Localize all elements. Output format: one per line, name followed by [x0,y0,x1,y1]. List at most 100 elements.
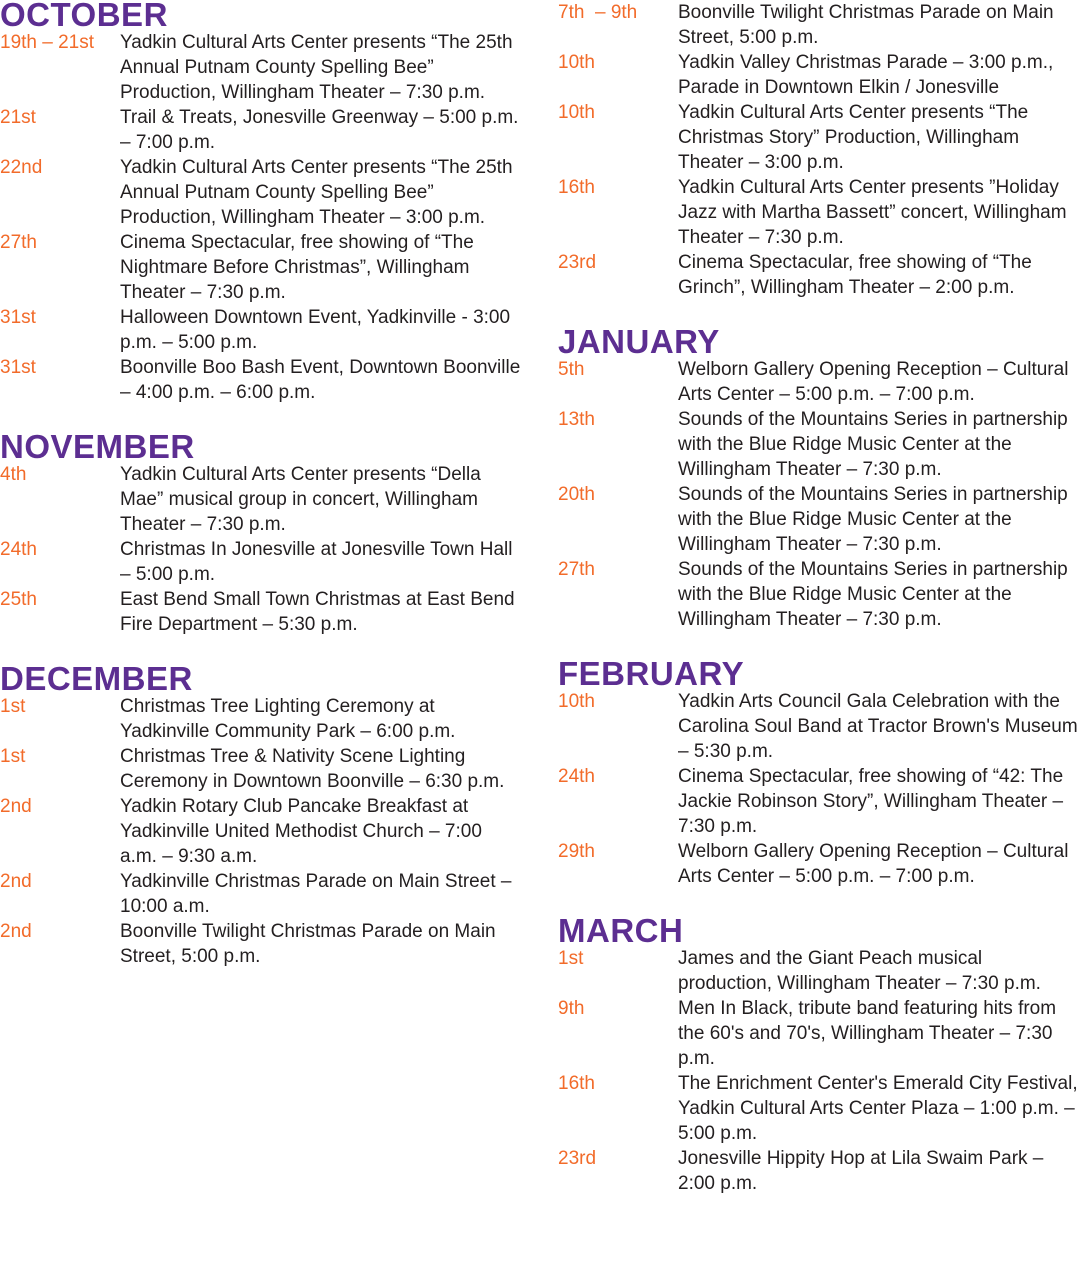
event-date: 29th [558,841,595,862]
event: 29th Welborn Gallery Opening Reception – … [558,839,1080,889]
event: 16th Yadkin Cultural Arts Center presents… [558,175,1080,250]
event-date: 16th [558,177,595,198]
event-date: 7th – 9th [558,2,638,23]
event-text: Halloween Downtown Event, Yadkinville - … [120,307,511,353]
event-text: Jonesville Hippity Hop at Lila Swaim Par… [678,1148,1044,1194]
event: 16th The Enrichment Center's Emerald City… [558,1071,1080,1146]
event-text: Trail & Treats, Jonesville Greenway – 5:… [120,107,519,153]
event: 19th – 21st Yadkin Cultural Arts Center p… [0,30,522,105]
event-text: Yadkin Cultural Arts Center presents “Th… [678,102,1029,173]
event-text: Yadkin Arts Council Gala Celebration wit… [678,691,1078,762]
month-section: JANUARY 5th Welborn Gallery Opening Recept… [558,323,1080,632]
event-date: 24th [558,766,595,787]
event-text: Yadkin Rotary Club Pancake Breakfast at … [120,796,482,867]
event-text: The Enrichment Center's Emerald City Fes… [678,1073,1078,1144]
event: 10th Yadkin Valley Christmas Parade – 3:0… [558,50,1080,100]
event: 27th Sounds of the Mountains Series in pa… [558,557,1080,632]
month-heading: DECEMBER [0,660,193,697]
month-section: DECEMBER 1st Christmas Tree Lighting Cerem… [0,660,522,969]
event-text: Boonville Twilight Christmas Parade on M… [678,2,1054,48]
event: 27th Cinema Spectacular, free showing of … [0,230,522,305]
event-date: 24th [0,539,37,560]
event: 1st James and the Giant Peach musical pro… [558,946,1080,996]
month-heading: NOVEMBER [0,428,195,465]
month-heading: OCTOBER [0,0,168,33]
month-section: 7th – 9th Boonville Twilight Christmas Pa… [558,0,1080,300]
event-date: 10th [558,691,595,712]
event: 22nd Yadkin Cultural Arts Center presents… [0,155,522,230]
event-text: Yadkinville Christmas Parade on Main Str… [120,871,512,917]
event-text: Sounds of the Mountains Series in partne… [678,484,1068,555]
event-text: Cinema Spectacular, free showing of “The… [120,232,474,303]
event: 23rd Cinema Spectacular, free showing of … [558,250,1080,300]
event: 9th Men In Black, tribute band featuring … [558,996,1080,1071]
event-date: 23rd [558,1148,597,1169]
event-text: Welborn Gallery Opening Reception – Cult… [678,841,1069,887]
event-text: Welborn Gallery Opening Reception – Cult… [678,359,1069,405]
event-date: 16th [558,1073,595,1094]
event-date: 5th [558,359,585,380]
event-date: 4th [0,464,27,485]
event: 24th Christmas In Jonesville at Jonesvill… [0,537,522,587]
event-date: 1st [558,948,584,969]
month-heading: JANUARY [558,323,720,360]
event-text: Cinema Spectacular, free showing of “The… [678,252,1032,298]
month-section: FEBRUARY 10th Yadkin Arts Council Gala Cel… [558,655,1080,889]
event-text: East Bend Small Town Christmas at East B… [120,589,515,635]
event-date: 31st [0,307,36,328]
event-text: Yadkin Cultural Arts Center presents ”Ho… [678,177,1067,248]
event-text: Yadkin Cultural Arts Center presents “Th… [120,32,513,103]
event: 23rd Jonesville Hippity Hop at Lila Swaim… [558,1146,1080,1196]
event-text: Cinema Spectacular, free showing of “42:… [678,766,1064,837]
event-date: 10th [558,52,595,73]
event-text: Yadkin Cultural Arts Center presents “De… [120,464,481,535]
event-date: 21st [0,107,36,128]
event-text: James and the Giant Peach musical produc… [678,948,1041,994]
event-date: 22nd [0,157,43,178]
event-date: 1st [0,696,26,717]
event-text: Yadkin Valley Christmas Parade – 3:00 p.… [678,52,1054,98]
event-date: 13th [558,409,595,430]
event: 1st Christmas Tree & Nativity Scene Light… [0,744,522,794]
event-date: 20th [558,484,595,505]
event-text: Christmas Tree Lighting Ceremony at Yadk… [120,696,456,742]
event: 2nd Boonville Twilight Christmas Parade o… [0,919,522,969]
event: 21st Trail & Treats, Jonesville Greenway … [0,105,522,155]
month-section: MARCH 1st James and the Giant Peach musica… [558,912,1080,1196]
event: 31st Halloween Downtown Event, Yadkinvill… [0,305,522,355]
event-date: 9th [558,998,585,1019]
event-date: 2nd [0,871,32,892]
event-date: 23rd [558,252,597,273]
event: 10th Yadkin Arts Council Gala Celebration… [558,689,1080,764]
event-date: 27th [558,559,595,580]
event: 2nd Yadkin Rotary Club Pancake Breakfast … [0,794,522,869]
event-text: Sounds of the Mountains Series in partne… [678,409,1068,480]
event: 25th East Bend Small Town Christmas at Ea… [0,587,522,637]
month-heading: FEBRUARY [558,655,745,692]
event: 4th Yadkin Cultural Arts Center presents … [0,462,522,537]
event: 1st Christmas Tree Lighting Ceremony at Y… [0,694,522,744]
event: 20th Sounds of the Mountains Series in pa… [558,482,1080,557]
column: 7th – 9th Boonville Twilight Christmas Pa… [558,0,1080,1223]
event: 13th Sounds of the Mountains Series in pa… [558,407,1080,482]
month-section: OCTOBER 19th – 21st Yadkin Cultural Arts C… [0,0,522,405]
event-date: 1st [0,746,26,767]
event: 31st Boonville Boo Bash Event, Downtown B… [0,355,522,405]
event-date: 10th [558,102,595,123]
month-section: NOVEMBER 4th Yadkin Cultural Arts Center p… [0,428,522,637]
month-heading: MARCH [558,912,684,949]
event-date: 2nd [0,921,32,942]
event-text: Boonville Twilight Christmas Parade on M… [120,921,496,967]
event: 24th Cinema Spectacular, free showing of … [558,764,1080,839]
event-text: Men In Black, tribute band featuring hit… [678,998,1057,1069]
event-text: Christmas Tree & Nativity Scene Lighting… [120,746,505,792]
event-text: Christmas In Jonesville at Jonesville To… [120,539,513,585]
event-date: 25th [0,589,37,610]
event-text: Yadkin Cultural Arts Center presents “Th… [120,157,513,228]
event-date: 2nd [0,796,32,817]
column: OCTOBER 19th – 21st Yadkin Cultural Arts C… [0,0,522,996]
event-date: 19th – 21st [0,32,95,53]
event: 7th – 9th Boonville Twilight Christmas Pa… [558,0,1080,50]
event: 2nd Yadkinville Christmas Parade on Main … [0,869,522,919]
